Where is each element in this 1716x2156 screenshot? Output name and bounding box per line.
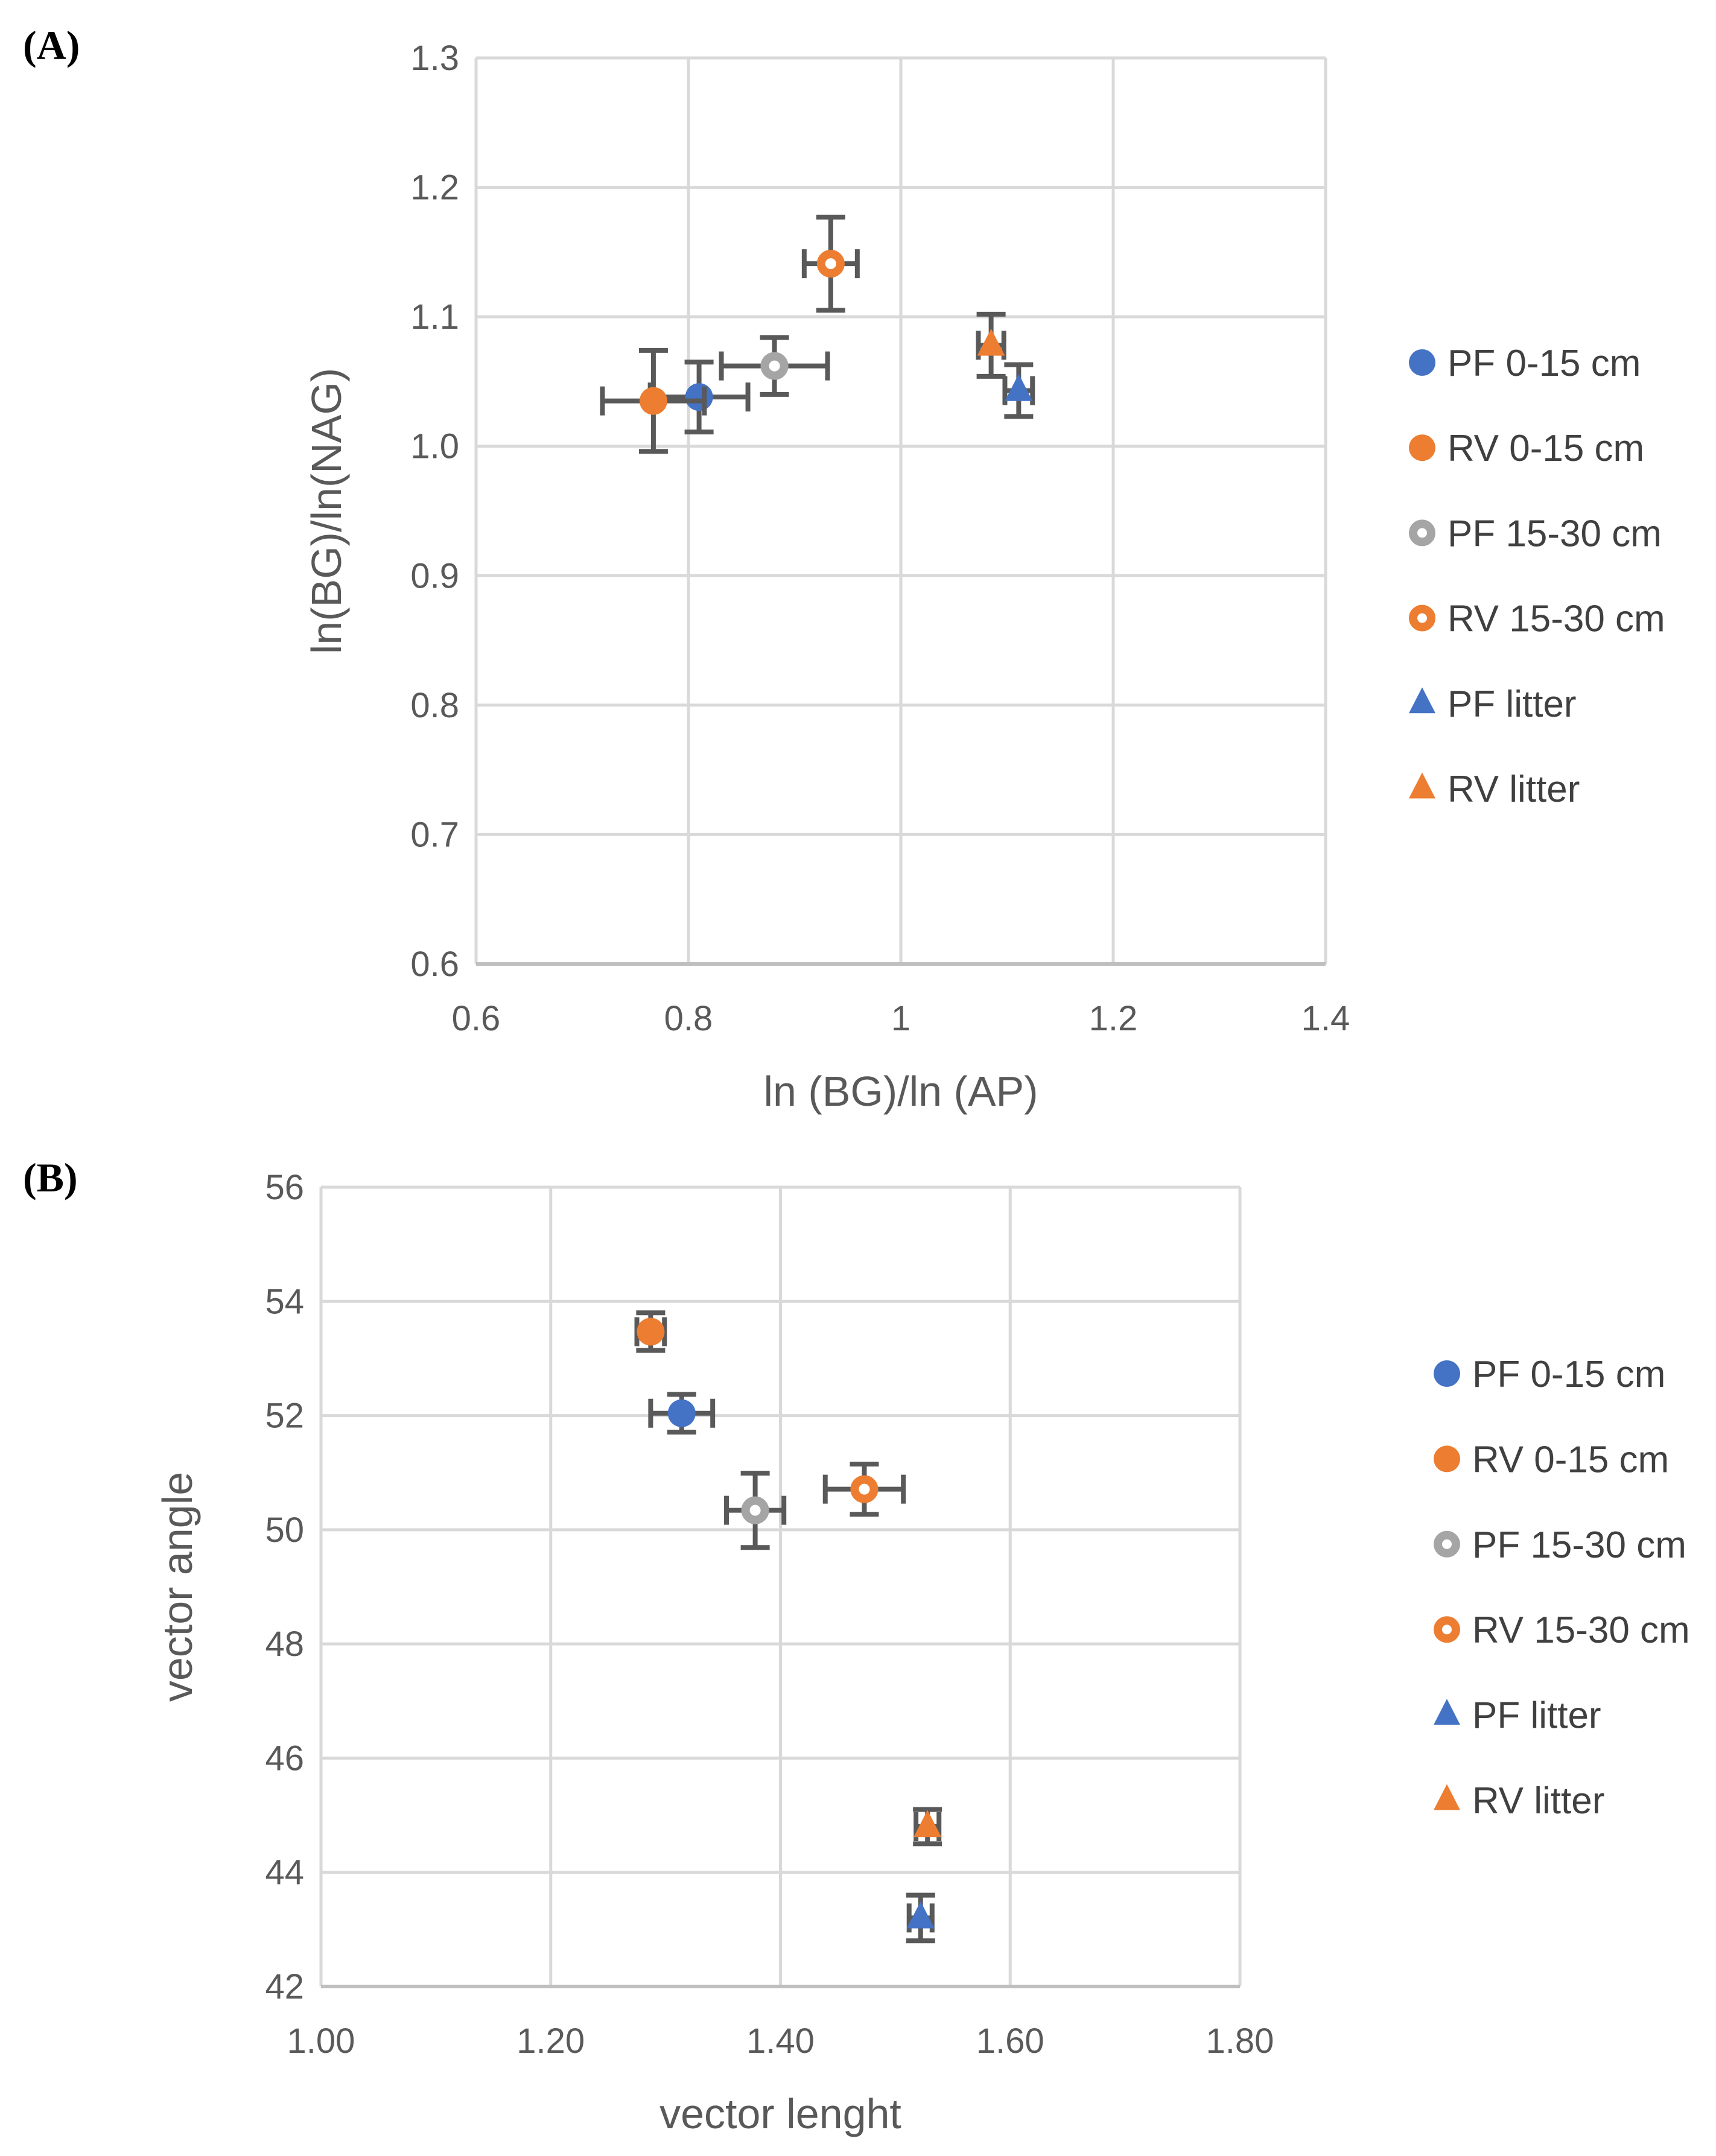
legend-label: RV 0-15 cm bbox=[1472, 1439, 1669, 1480]
y-tick-label: 1.2 bbox=[410, 168, 459, 208]
legend-marker bbox=[1434, 1699, 1460, 1725]
y-tick-label: 50 bbox=[265, 1511, 304, 1550]
legend-marker bbox=[1434, 1445, 1460, 1473]
data-point-pf-0-15-cm bbox=[667, 1399, 696, 1427]
y-tick-label: 0.6 bbox=[410, 945, 459, 984]
panel-label-b: (B) bbox=[23, 1155, 78, 1200]
legend-label: RV litter bbox=[1447, 769, 1580, 810]
y-tick-label: 1.1 bbox=[410, 297, 459, 337]
data-point-rv-15-30-cm bbox=[816, 250, 845, 278]
legend-marker bbox=[1434, 1530, 1460, 1558]
y-axis-title: vector angle bbox=[154, 1472, 201, 1702]
data-point-rv-15-30-cm bbox=[850, 1475, 879, 1503]
y-tick-label: 1.0 bbox=[410, 427, 459, 466]
legend-marker bbox=[1409, 434, 1435, 461]
y-tick-label: 48 bbox=[265, 1625, 304, 1664]
y-tick-label: 42 bbox=[265, 1967, 304, 2006]
data-point-pf-litter bbox=[906, 1901, 935, 1929]
legend-label: PF 0-15 cm bbox=[1447, 343, 1641, 384]
data-point-pf-15-30-cm bbox=[741, 1496, 769, 1524]
x-tick-label: 1.40 bbox=[746, 2021, 815, 2061]
x-axis-title: vector lenght bbox=[659, 2090, 901, 2137]
data-point-pf-0-15-cm bbox=[685, 383, 713, 411]
legend-marker bbox=[1434, 1360, 1460, 1387]
y-tick-label: 52 bbox=[265, 1397, 304, 1436]
chart-b: 1.00 1.20 1.40 1.60 1.80 42 44 46 48 50 52 54 56 vect… bbox=[154, 1168, 1690, 2137]
x-axis-title: ln (BG)/ln (AP) bbox=[763, 1068, 1038, 1115]
x-tick-label: 1.2 bbox=[1089, 999, 1138, 1038]
y-tick-label: 46 bbox=[265, 1739, 304, 1778]
legend-label: RV litter bbox=[1472, 1780, 1604, 1822]
legend-marker bbox=[1434, 1616, 1460, 1643]
data-point-rv-litter bbox=[914, 1810, 942, 1837]
legend-label: RV 15-30 cm bbox=[1447, 598, 1665, 640]
legend-marker bbox=[1409, 687, 1435, 714]
legend-label: PF 0-15 cm bbox=[1472, 1354, 1665, 1395]
y-tick-label: 0.8 bbox=[410, 686, 459, 725]
x-tick-label: 1.20 bbox=[516, 2021, 585, 2061]
x-tick-label: 1.60 bbox=[976, 2021, 1044, 2061]
legend-label: PF 15-30 cm bbox=[1472, 1524, 1686, 1566]
y-tick-label: 0.7 bbox=[410, 815, 459, 854]
data-point-rv-litter bbox=[977, 328, 1005, 356]
legend-label: PF 15-30 cm bbox=[1447, 513, 1662, 554]
legend-marker bbox=[1409, 519, 1435, 547]
data-point-pf-15-30-cm bbox=[760, 352, 789, 380]
chart-a: 0.6 0.8 1 1.2 1.4 0.6 0.7 0.8 0.9 1.0 1.1 1.2 1.3 ln … bbox=[303, 39, 1665, 1115]
data-point-pf-litter bbox=[1005, 373, 1033, 401]
legend-label: PF litter bbox=[1472, 1695, 1601, 1737]
y-tick-label: 56 bbox=[265, 1168, 304, 1207]
data-point-rv-0-15-cm bbox=[639, 387, 667, 415]
x-tick-label: 0.8 bbox=[664, 999, 713, 1038]
legend-marker bbox=[1409, 772, 1435, 799]
x-tick-label: 0.6 bbox=[452, 999, 501, 1038]
error-bars bbox=[1002, 362, 1035, 419]
legend-label: RV 0-15 cm bbox=[1447, 428, 1644, 469]
x-tick-label: 1.4 bbox=[1301, 999, 1350, 1038]
x-tick-label: 1.80 bbox=[1206, 2021, 1274, 2061]
y-tick-label: 0.9 bbox=[410, 556, 459, 595]
y-tick-label: 44 bbox=[265, 1853, 304, 1892]
x-tick-label: 1 bbox=[891, 999, 910, 1038]
legend-label: RV 15-30 cm bbox=[1472, 1609, 1690, 1651]
legend-label: PF litter bbox=[1447, 683, 1577, 725]
data-point-rv-0-15-cm bbox=[637, 1317, 665, 1346]
legend-marker bbox=[1434, 1784, 1460, 1810]
y-axis-title: ln(BG)/ln(NAG) bbox=[303, 368, 350, 654]
panel-label-a: (A) bbox=[23, 22, 80, 68]
x-tick-label: 1.00 bbox=[287, 2021, 355, 2061]
legend-marker bbox=[1409, 604, 1435, 632]
legend-marker bbox=[1409, 349, 1435, 376]
y-tick-label: 54 bbox=[265, 1282, 304, 1321]
y-tick-label: 1.3 bbox=[410, 39, 459, 78]
